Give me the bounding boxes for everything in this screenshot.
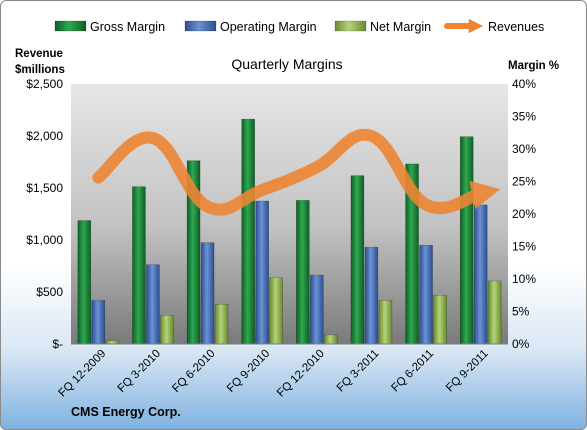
legend-operating-margin-swatch <box>184 20 217 32</box>
right-axis-label: Margin % <box>508 60 559 72</box>
chart-title: Quarterly Margins <box>231 56 342 72</box>
operating-margin-bar <box>419 244 433 345</box>
left-tick-label: $500 <box>36 285 63 299</box>
left-tick-label: $1,000 <box>26 233 63 247</box>
legend-revenues-label: Revenues <box>488 20 544 34</box>
legend: Gross Margin Operating Margin Net Margin Re… <box>54 18 544 34</box>
legend-gross-margin-swatch <box>54 20 87 32</box>
left-tick-label: $1,500 <box>26 181 63 195</box>
gross-margin-bar <box>350 175 365 345</box>
legend-net-margin-swatch <box>334 20 367 32</box>
net-margin-bar <box>378 300 393 345</box>
operating-margin-bar <box>255 200 269 345</box>
x-tick-label: FQ 3-2010 <box>116 348 163 395</box>
x-tick-label: FQ 6-2011 <box>389 348 436 395</box>
legend-gross-margin-label: Gross Margin <box>90 20 165 34</box>
left-axis-label-line2: $millions <box>15 64 65 76</box>
net-margin-bar <box>160 315 174 345</box>
gross-margin-bar <box>77 220 92 345</box>
left-axis: $- $500 $1,000 $1,500 $2,000 $2,500 <box>26 77 63 351</box>
right-axis: 0% 5% 10% 15% 20% 25% 30% 35% 40% <box>512 77 536 351</box>
left-axis-label-line1: Revenue <box>15 48 63 60</box>
right-tick-label: 35% <box>512 110 536 124</box>
revenue-line-group <box>92 128 501 216</box>
net-margin-bar <box>487 280 502 345</box>
x-axis: FQ 12-2009 FQ 3-2010 FQ 6-2010 FQ 9-2010 FQ … <box>57 348 491 400</box>
gross-margin-bar <box>296 200 310 345</box>
right-tick-label: 20% <box>512 207 536 221</box>
net-margin-bar <box>324 334 338 345</box>
x-tick-label: FQ 9-2010 <box>225 348 272 395</box>
left-tick-label: $2,000 <box>26 129 63 143</box>
operating-margin-bar <box>200 242 215 345</box>
x-tick-label: FQ 12-2009 <box>57 348 109 400</box>
right-tick-label: 0% <box>512 337 530 351</box>
legend-net-margin-label: Net Margin <box>370 20 431 34</box>
right-tick-label: 25% <box>512 175 536 189</box>
revenue-line <box>92 128 501 216</box>
operating-margin-bar <box>364 246 379 345</box>
x-tick-label: FQ 6-2010 <box>170 348 217 395</box>
operating-margin-bar <box>91 300 106 345</box>
operating-margin-bar <box>473 204 488 345</box>
bars <box>77 118 502 345</box>
net-margin-bar <box>433 295 447 345</box>
footer-company: CMS Energy Corp. <box>71 405 181 419</box>
right-tick-label: 10% <box>512 272 536 286</box>
gross-margin-bar <box>132 186 146 345</box>
legend-operating-margin-label: Operating Margin <box>220 20 317 34</box>
operating-margin-bar <box>146 264 160 345</box>
x-tick-label: FQ 9-2011 <box>444 348 491 395</box>
right-tick-label: 30% <box>512 142 536 156</box>
x-tick-label: FQ 12-2010 <box>275 348 327 400</box>
gross-margin-bar <box>459 136 474 345</box>
x-tick-label: FQ 3-2011 <box>335 348 382 395</box>
left-tick-label: $- <box>52 337 63 351</box>
right-tick-label: 5% <box>512 305 530 319</box>
left-tick-label: $2,500 <box>26 77 63 91</box>
net-margin-bar <box>214 304 229 345</box>
net-margin-bar <box>269 277 283 345</box>
gross-margin-bar <box>241 118 255 345</box>
right-tick-label: 40% <box>512 77 536 91</box>
right-tick-label: 15% <box>512 240 536 254</box>
operating-margin-bar <box>310 274 324 345</box>
